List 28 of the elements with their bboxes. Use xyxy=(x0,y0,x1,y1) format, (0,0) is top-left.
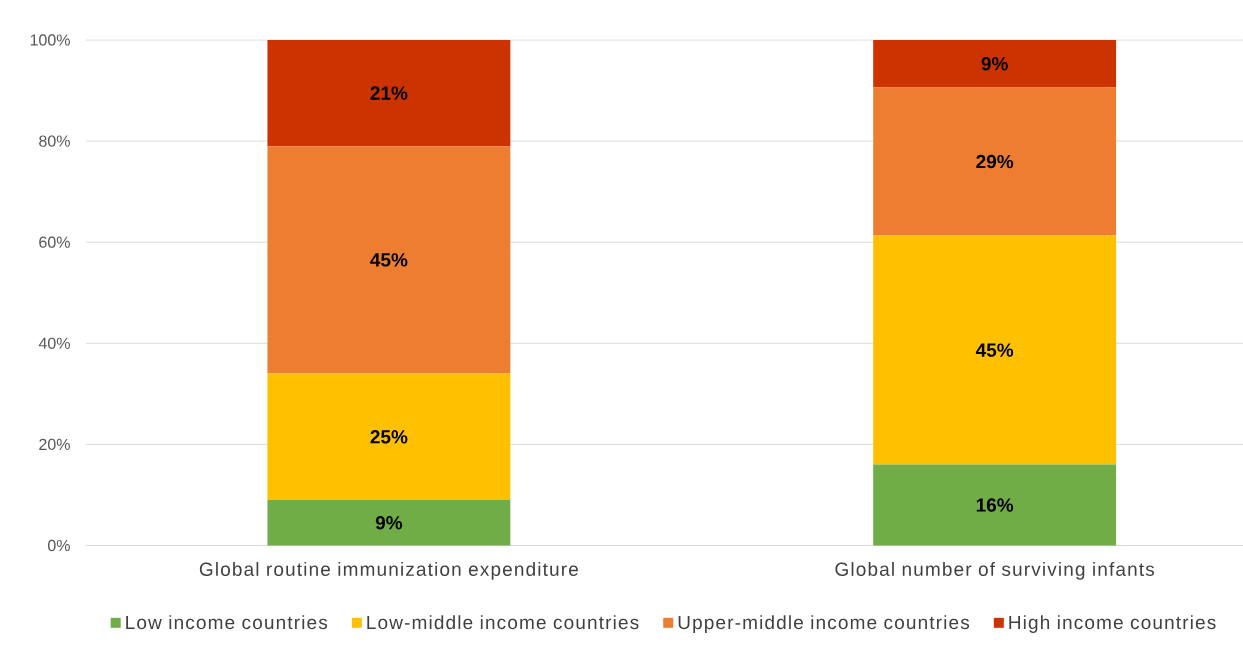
legend-label: Low income countries xyxy=(126,615,328,630)
bar xyxy=(267,499,511,546)
x-tick-label: Global routine immunization expenditure xyxy=(199,562,578,580)
legend-label: Upper-middle income countries xyxy=(678,615,970,633)
legend-label: Low-middle income countries xyxy=(367,615,639,630)
data-label: 29% xyxy=(976,154,1014,169)
x-tick-label: Global number of surviving infants xyxy=(835,562,1155,580)
bar xyxy=(873,464,1117,546)
y-tick-label: 0% xyxy=(47,539,70,552)
bar xyxy=(267,146,511,374)
bar xyxy=(267,39,511,147)
data-label: 45% xyxy=(975,343,1014,357)
data-label: 9% xyxy=(981,57,1008,71)
data-label: 9% xyxy=(375,516,403,530)
bar xyxy=(873,235,1117,465)
legend-label: High income countries xyxy=(1009,615,1216,633)
bar xyxy=(267,373,511,500)
y-tick-label: 40% xyxy=(38,337,70,349)
data-label: 21% xyxy=(370,86,408,100)
data-label: 45% xyxy=(370,253,408,267)
bar xyxy=(873,39,1117,88)
bar xyxy=(873,87,1117,236)
y-tick-label: 100% xyxy=(30,34,70,46)
y-tick-label: 60% xyxy=(39,236,70,248)
y-tick-label: 80% xyxy=(39,135,70,147)
data-label: 25% xyxy=(370,430,408,444)
y-tick-label: 20% xyxy=(39,438,70,451)
data-label: 16% xyxy=(976,498,1014,512)
